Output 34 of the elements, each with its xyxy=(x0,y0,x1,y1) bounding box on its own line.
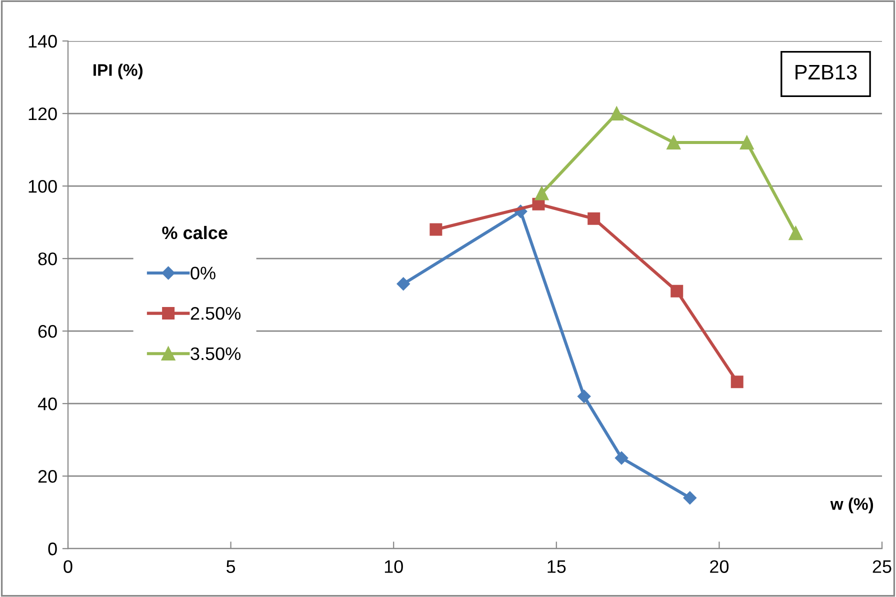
legend-label: 2.50% xyxy=(190,307,241,320)
y-tick-label: 140 xyxy=(28,34,57,48)
x-tick-label: 15 xyxy=(548,560,566,573)
point xyxy=(740,136,754,150)
point xyxy=(730,376,744,388)
x-tick-label: 5 xyxy=(226,560,236,573)
point xyxy=(396,277,410,291)
point xyxy=(666,136,681,150)
point xyxy=(683,491,696,504)
y-tick-label: 120 xyxy=(28,107,57,120)
point xyxy=(614,451,628,465)
x-tick-label: 20 xyxy=(710,560,729,573)
y-tick-label: 0 xyxy=(48,542,57,556)
point xyxy=(577,390,591,403)
y-tick-label: 100 xyxy=(28,180,57,193)
point xyxy=(588,212,600,225)
legend-label: 0% xyxy=(190,266,216,280)
point xyxy=(534,186,549,200)
y-axis-title: IPI (%) xyxy=(94,64,143,80)
point xyxy=(610,106,624,120)
annotation: PZB13 xyxy=(796,64,857,80)
y-tick-label: 60 xyxy=(38,324,57,338)
y-tick-label: 20 xyxy=(38,470,57,483)
y-tick-label: 40 xyxy=(38,398,57,410)
legend-label: 3.50% xyxy=(190,347,241,360)
x-axis-title: w (%) xyxy=(830,498,874,514)
y-tick-label: 80 xyxy=(38,252,57,266)
point xyxy=(670,284,684,298)
point xyxy=(788,226,803,240)
legend-title: % calce xyxy=(162,226,228,240)
point xyxy=(430,223,442,236)
x-tick-label: 25 xyxy=(872,560,892,573)
x-tick-label: 10 xyxy=(384,560,403,573)
x-tick-label: 0 xyxy=(64,560,72,573)
